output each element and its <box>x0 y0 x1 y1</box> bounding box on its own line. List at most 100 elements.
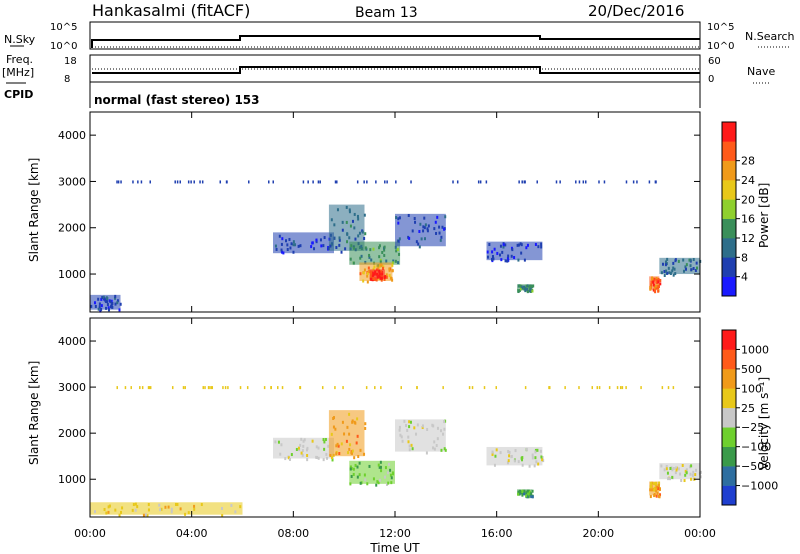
nave-label: Nave <box>747 65 775 78</box>
power-echo-cell <box>672 266 675 270</box>
power-echo-cell <box>517 289 520 293</box>
freq-tick-bottom: 8 <box>64 74 70 85</box>
power-colorbar-segment <box>722 141 736 161</box>
power-echo-cell <box>385 273 388 277</box>
power-echo-cell <box>274 244 277 248</box>
power-echo-cell <box>519 287 522 291</box>
velocity-echo-cell <box>596 386 599 390</box>
velocity-echo-cell <box>531 453 534 457</box>
power-echo-cell <box>377 266 380 270</box>
power-echo-cell <box>349 224 352 228</box>
power-echo-cell <box>383 248 386 252</box>
velocity-echo-cell <box>306 454 309 458</box>
velocity-echo-cell <box>442 386 444 390</box>
velocity-echo-cell <box>385 482 388 486</box>
velocity-echo-cell <box>542 459 545 463</box>
velocity-echo-cell <box>440 448 443 452</box>
velocity-echo-cell <box>221 514 224 518</box>
power-echo-cell <box>394 259 397 263</box>
power-echo-cell <box>656 280 659 284</box>
velocity-echo-cell <box>352 472 355 476</box>
velocity-echo-cell <box>348 432 351 436</box>
power-echo-cell <box>652 280 655 284</box>
velocity-echo-cell <box>398 428 401 432</box>
power-echo-cell <box>649 285 652 289</box>
velocity-colorbar-segment <box>722 446 736 467</box>
power-echo-cell <box>356 214 359 218</box>
freq-panel <box>89 54 701 83</box>
velocity-echo-cell <box>468 386 471 390</box>
velocity-echo-cell <box>407 435 410 439</box>
power-echo-cell <box>353 226 356 230</box>
power-echo-cell <box>281 237 284 241</box>
velocity-colorbar-tick-label: 25 <box>741 402 755 415</box>
velocity-echo-cell <box>210 386 212 390</box>
power-echo-cell <box>379 260 382 264</box>
velocity-echo-cell <box>653 488 656 492</box>
velocity-echo-cell <box>170 510 173 514</box>
power-echo-cell <box>507 254 510 258</box>
velocity-echo-cell <box>444 419 447 423</box>
velocity-echo-cell <box>591 386 594 390</box>
velocity-echo-cell <box>410 443 413 447</box>
power-echo-cell <box>336 180 338 184</box>
power-echo-cell <box>651 277 654 281</box>
velocity-echo-cell <box>290 453 293 457</box>
velocity-echo-cell <box>608 386 611 390</box>
power-echo-cell <box>398 237 401 241</box>
velocity-echo-cell <box>443 420 446 424</box>
velocity-echo-cell <box>336 442 339 446</box>
velocity-echo-cell <box>171 386 174 390</box>
power-echo-cell <box>692 266 695 270</box>
power-echo-cell <box>176 180 179 184</box>
nsearch-label: N.Search <box>745 30 795 43</box>
power-echo-cell <box>527 289 530 293</box>
power-echo-cell <box>625 180 628 184</box>
power-echo-cell <box>369 248 372 252</box>
velocity-echo-cell <box>408 425 411 429</box>
power-echo-cell <box>664 263 667 267</box>
power-echo-cell <box>435 231 438 235</box>
power-echo-cell <box>383 253 386 257</box>
power-echo-cell <box>433 227 436 231</box>
velocity-echo-cell <box>368 464 371 468</box>
power-echo-cell <box>684 265 687 269</box>
velocity-echo-cell <box>375 483 378 487</box>
velocity-echo-cell <box>350 451 353 455</box>
velocity-echo-cell <box>663 468 666 472</box>
velocity-echo-cell <box>347 451 350 455</box>
power-echo-cell <box>391 269 394 273</box>
power-echo-cell <box>272 180 274 184</box>
power-echo-cell <box>360 244 363 248</box>
velocity-echo-cell <box>508 454 511 458</box>
velocity-echo-cell <box>324 437 327 441</box>
power-echo-cell <box>118 308 121 312</box>
power-echo-cell <box>352 261 355 265</box>
velocity-echo-cell <box>534 450 537 454</box>
velocity-echo-cell <box>387 462 390 466</box>
velocity-echo-cell <box>332 416 335 420</box>
velocity-echo-cell <box>672 386 675 390</box>
power-cbar-label: Power [dB] <box>757 183 771 248</box>
velocity-echo-cell <box>399 433 402 437</box>
power-echo-cell <box>381 272 384 276</box>
velocity-echo-cell <box>564 386 566 390</box>
velocity-echo-cell <box>147 503 150 507</box>
velocity-echo-cell <box>103 507 106 511</box>
velocity-echo-cell <box>535 448 538 452</box>
power-echo-cell <box>424 223 427 227</box>
power-echo-cell <box>529 289 532 293</box>
power-echo-cell <box>490 257 493 261</box>
velocity-echo-cell <box>176 503 179 507</box>
power-echo-cell <box>294 243 297 247</box>
velocity-echo-cell <box>521 463 524 467</box>
velocity-echo-cell <box>692 470 695 474</box>
power-echo-cell <box>110 299 113 303</box>
power-echo-cell <box>578 180 581 184</box>
power-echo-cell <box>659 278 662 282</box>
velocity-echo-cell <box>549 386 551 390</box>
velocity-echo-cell <box>679 472 682 476</box>
velocity-colorbar-tick-label: 1000 <box>741 343 769 356</box>
velocity-echo-cell <box>683 479 686 483</box>
velocity-echo-cell <box>524 386 527 390</box>
